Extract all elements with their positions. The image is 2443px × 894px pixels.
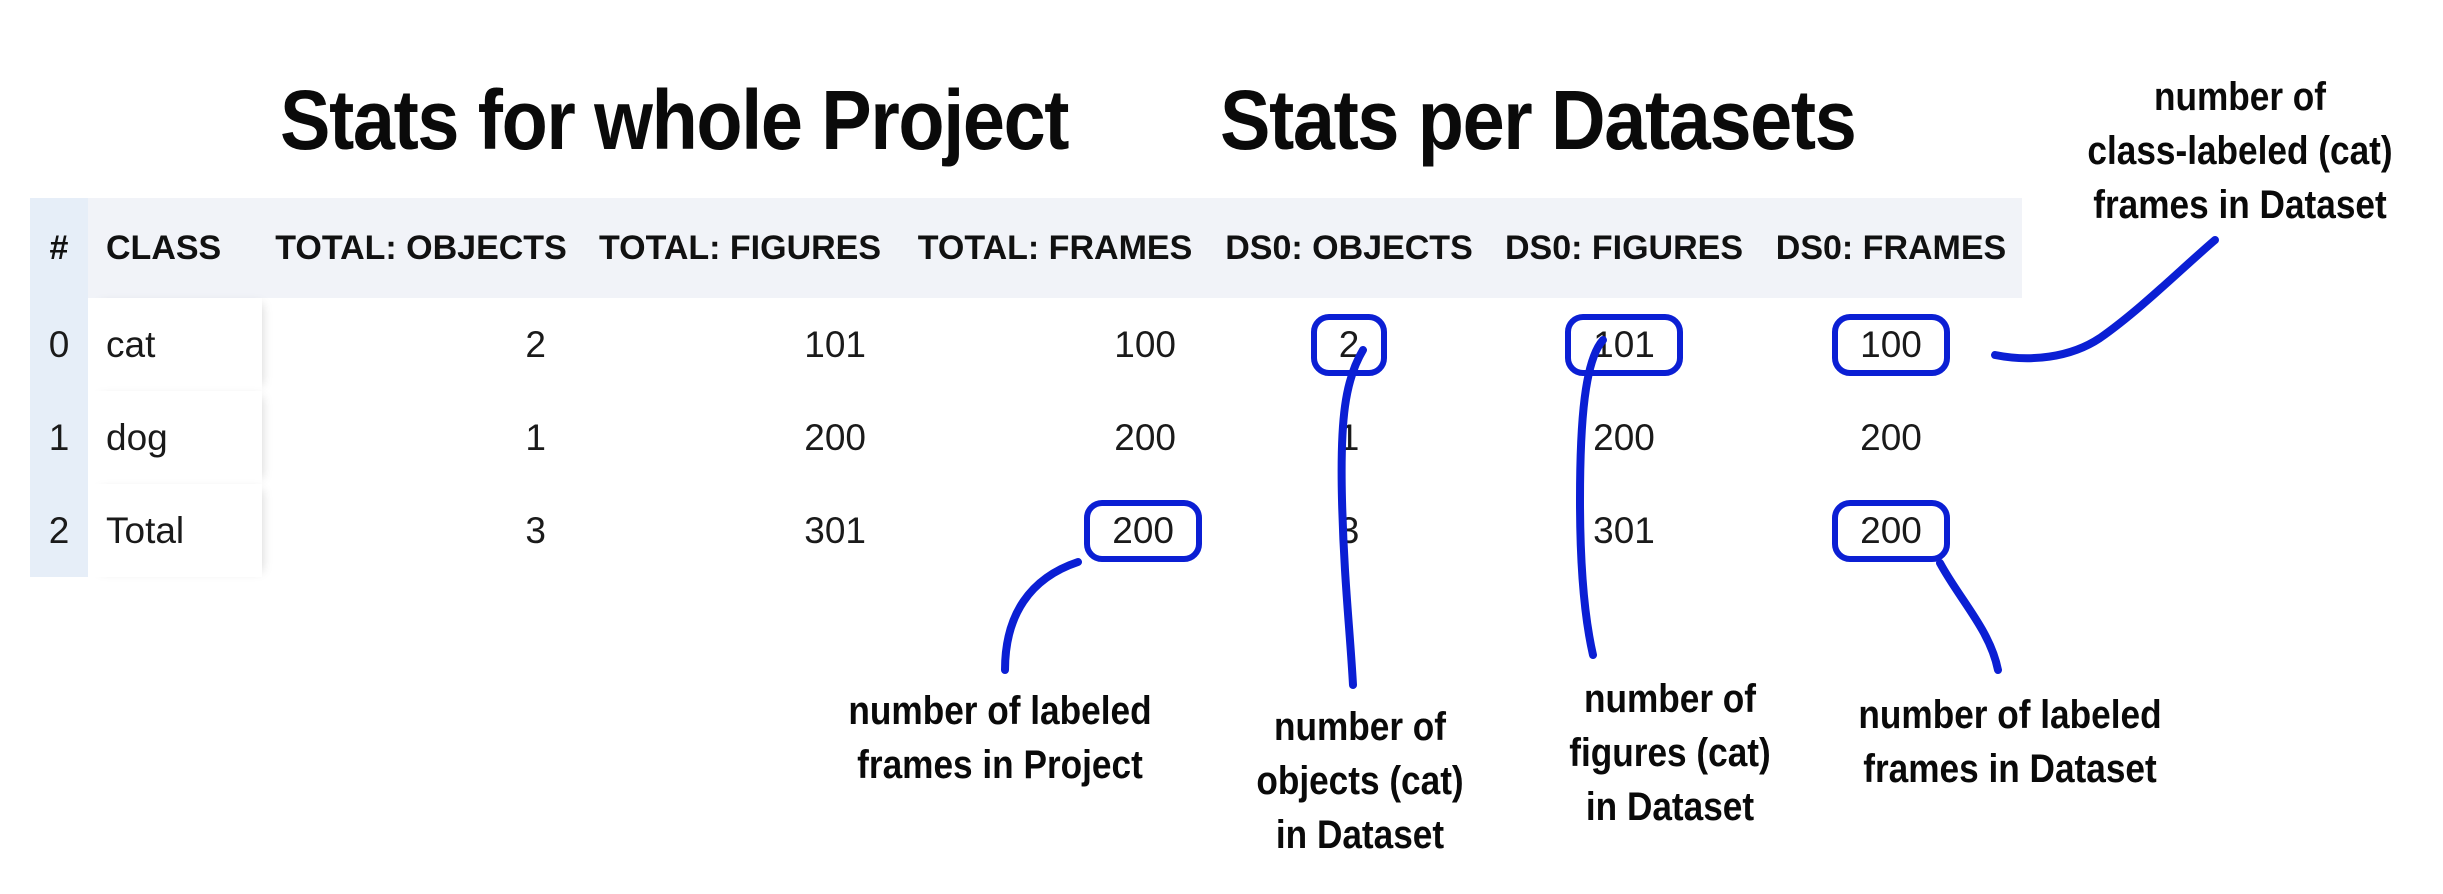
callout-dataset-objects: number of objects (cat) in Dataset [1256,705,1464,857]
ds0-figures-cell: 301 [1593,509,1655,551]
ds0-frames-cell: 200 [1760,484,2022,577]
total-objects-cell: 2 [525,323,546,365]
highlight-marker: 200 [1832,499,1950,562]
highlight-marker: 200 [1084,499,1202,562]
callout-dataset-figures: number of figures (cat) in Dataset [1569,677,1771,829]
class-name-cell: Total [88,484,262,577]
table-row: 0 cat 2 101 100 2 101 100 [30,298,2022,391]
total-frames-cell: 200 [900,484,1210,577]
total-frames-cell: 100 [1114,323,1176,365]
class-name-cell: dog [88,391,262,484]
total-objects-cell: 1 [525,416,546,458]
table-header-row: # CLASS TOTAL: OBJECTS TOTAL: FIGURES TO… [30,198,2022,298]
column-header-class[interactable]: CLASS [88,198,262,298]
table-row: 2 Total 3 301 200 3 301 200 [30,484,2022,577]
column-header-total-frames[interactable]: TOTAL: FRAMES [900,198,1210,298]
total-figures-cell: 301 [804,509,866,551]
column-header-index[interactable]: # [30,198,88,298]
leader-dataset-class-frames [1991,236,2219,363]
leader-dataset-figures [1575,336,1607,659]
highlight-marker: 100 [1832,313,1950,376]
column-header-total-objects[interactable]: TOTAL: OBJECTS [262,198,580,298]
project-stats-heading: Stats for whole Project [280,73,1069,167]
callout-dataset-frames: number of labeled frames in Dataset [1858,693,2162,791]
leader-dataset-objects [1337,346,1367,689]
ds0-figures-cell: 101 [1488,298,1760,391]
callout-project-frames: number of labeled frames in Project [848,689,1152,787]
total-objects-cell: 3 [525,509,546,551]
leader-project-frames [1001,558,1082,674]
column-header-ds0-figures[interactable]: DS0: FIGURES [1488,198,1760,298]
table-row: 1 dog 1 200 200 1 200 200 [30,391,2022,484]
column-header-ds0-objects[interactable]: DS0: OBJECTS [1210,198,1488,298]
ds0-figures-cell: 200 [1593,416,1655,458]
ds0-frames-cell: 200 [1860,416,1922,458]
row-index: 1 [30,391,88,484]
row-index: 0 [30,298,88,391]
ds0-frames-cell: 100 [1760,298,2022,391]
class-name-cell: cat [88,298,262,391]
callout-dataset-class-frames: number of class-labeled (cat) frames in … [2087,75,2393,227]
stats-table: # CLASS TOTAL: OBJECTS TOTAL: FIGURES TO… [30,198,2022,577]
leader-dataset-frames [1936,559,2002,674]
column-header-total-figures[interactable]: TOTAL: FIGURES [580,198,900,298]
row-index: 2 [30,484,88,577]
total-figures-cell: 101 [804,323,866,365]
column-header-ds0-frames[interactable]: DS0: FRAMES [1760,198,2022,298]
highlight-marker: 101 [1565,313,1683,376]
total-figures-cell: 200 [804,416,866,458]
total-frames-cell: 200 [1114,416,1176,458]
dataset-stats-heading: Stats per Datasets [1220,73,1857,167]
